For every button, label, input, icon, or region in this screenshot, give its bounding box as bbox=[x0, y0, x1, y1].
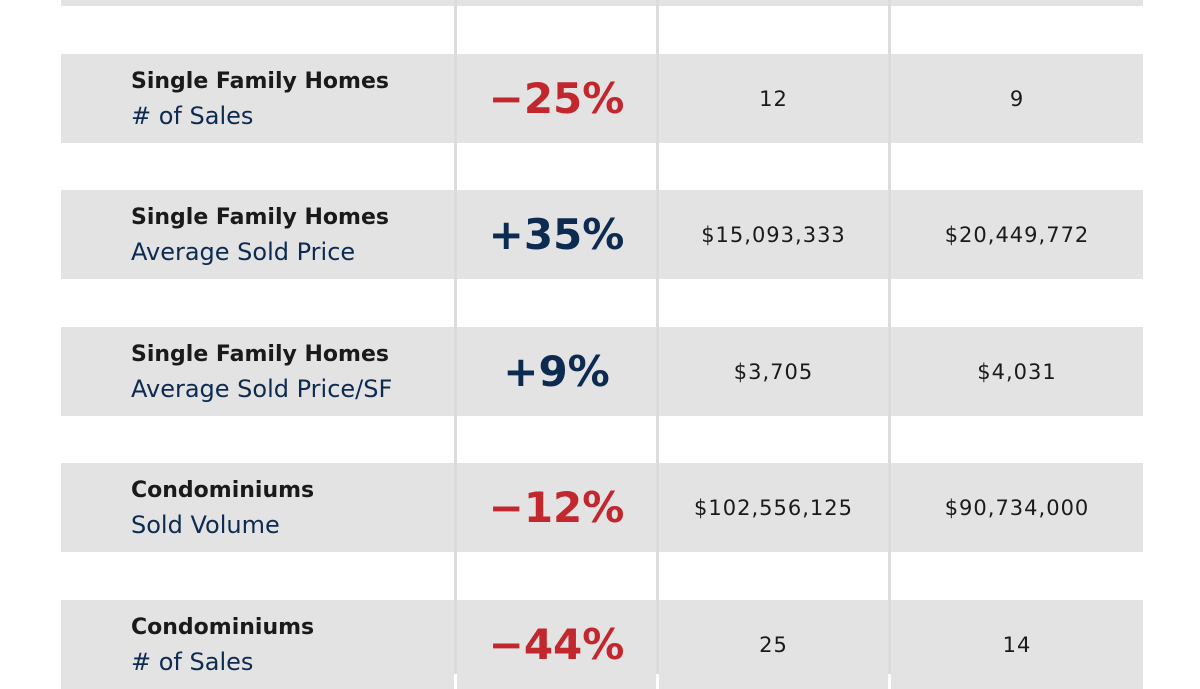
change: −12% bbox=[488, 483, 625, 532]
previous-value: 25 bbox=[759, 632, 788, 657]
current-value: $20,449,772 bbox=[944, 222, 1090, 247]
current-cell: 9 bbox=[891, 54, 1143, 143]
metric: # of Sales bbox=[131, 647, 254, 676]
table-row: Single Family Homes # of Sales −25% 12 9 bbox=[61, 54, 1143, 143]
current-value: 9 bbox=[1009, 86, 1025, 111]
metric: Sold Volume bbox=[131, 510, 280, 539]
row-label: Single Family Homes Average Sold Price/SF bbox=[61, 327, 454, 416]
category: Single Family Homes bbox=[131, 204, 389, 230]
row-label: Condominiums # of Sales bbox=[61, 600, 454, 689]
row-label: Condominiums Sold Volume bbox=[61, 463, 454, 552]
metric: # of Sales bbox=[131, 101, 254, 130]
table-row: Single Family Homes Average Sold Price +35… bbox=[61, 190, 1143, 279]
change-cell: +35% bbox=[457, 190, 656, 279]
table-row: Condominiums # of Sales −44% 25 14 bbox=[61, 600, 1143, 689]
category: Condominiums bbox=[131, 614, 315, 640]
change-cell: −12% bbox=[457, 463, 656, 552]
change: +9% bbox=[503, 347, 610, 396]
current-value: 14 bbox=[1002, 632, 1032, 657]
change-cell: +9% bbox=[457, 327, 656, 416]
table-row: Single Family Homes Average Sold Price/SF… bbox=[61, 327, 1143, 416]
row-label: Single Family Homes # of Sales bbox=[61, 54, 454, 143]
previous-cell: $15,093,333 bbox=[659, 190, 888, 279]
change: −44% bbox=[488, 620, 625, 669]
category: Single Family Homes bbox=[131, 68, 389, 94]
current-cell: $20,449,772 bbox=[891, 190, 1143, 279]
current-value: $90,734,000 bbox=[944, 495, 1090, 520]
previous-cell: 25 bbox=[659, 600, 888, 689]
column-divider bbox=[656, 0, 659, 674]
previous-cell: 12 bbox=[659, 54, 888, 143]
current-cell: 14 bbox=[891, 600, 1143, 689]
top-bar bbox=[61, 0, 1143, 6]
previous-value: 12 bbox=[759, 86, 788, 111]
previous-value: $15,093,333 bbox=[701, 222, 846, 247]
change-cell: −44% bbox=[457, 600, 656, 689]
change: +35% bbox=[488, 210, 625, 259]
category: Single Family Homes bbox=[131, 341, 389, 367]
metric: Average Sold Price bbox=[131, 237, 356, 266]
row-label: Single Family Homes Average Sold Price bbox=[61, 190, 454, 279]
change-cell: −25% bbox=[457, 54, 656, 143]
table-row: Condominiums Sold Volume −12% $102,556,125 $… bbox=[61, 463, 1143, 552]
current-value: $4,031 bbox=[977, 359, 1057, 384]
page: Single Family Homes # of Sales −25% 12 9 Sing… bbox=[61, 0, 1143, 689]
change: −25% bbox=[488, 74, 625, 123]
current-cell: $90,734,000 bbox=[891, 463, 1143, 552]
previous-value: $102,556,125 bbox=[694, 495, 853, 520]
previous-cell: $102,556,125 bbox=[659, 463, 888, 552]
column-divider bbox=[888, 0, 891, 674]
previous-cell: $3,705 bbox=[659, 327, 888, 416]
previous-value: $3,705 bbox=[733, 359, 814, 384]
metric: Average Sold Price/SF bbox=[131, 374, 393, 403]
column-divider bbox=[454, 0, 457, 674]
category: Condominiums bbox=[131, 477, 315, 503]
current-cell: $4,031 bbox=[891, 327, 1143, 416]
